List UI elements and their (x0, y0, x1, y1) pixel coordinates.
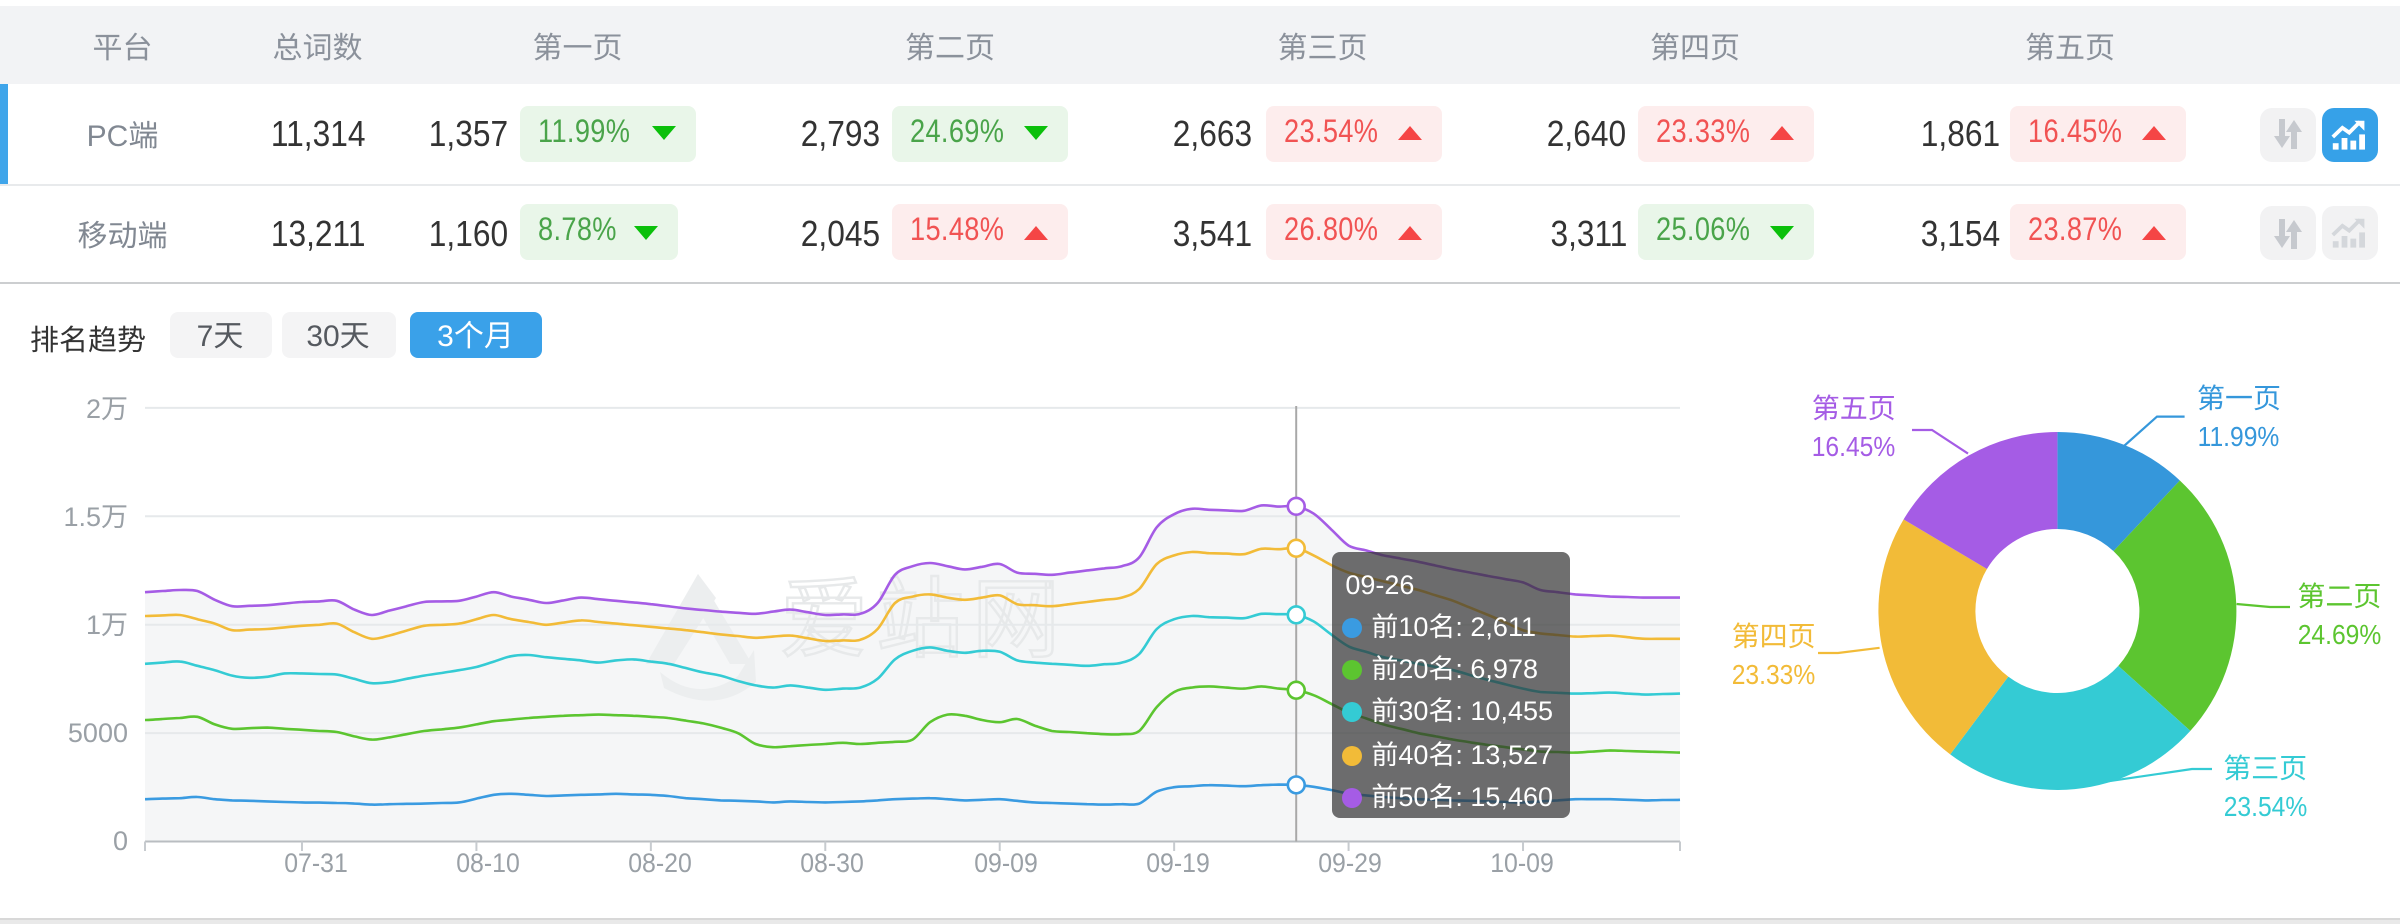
svg-text:爱站网: 爱站网 (780, 549, 1068, 676)
